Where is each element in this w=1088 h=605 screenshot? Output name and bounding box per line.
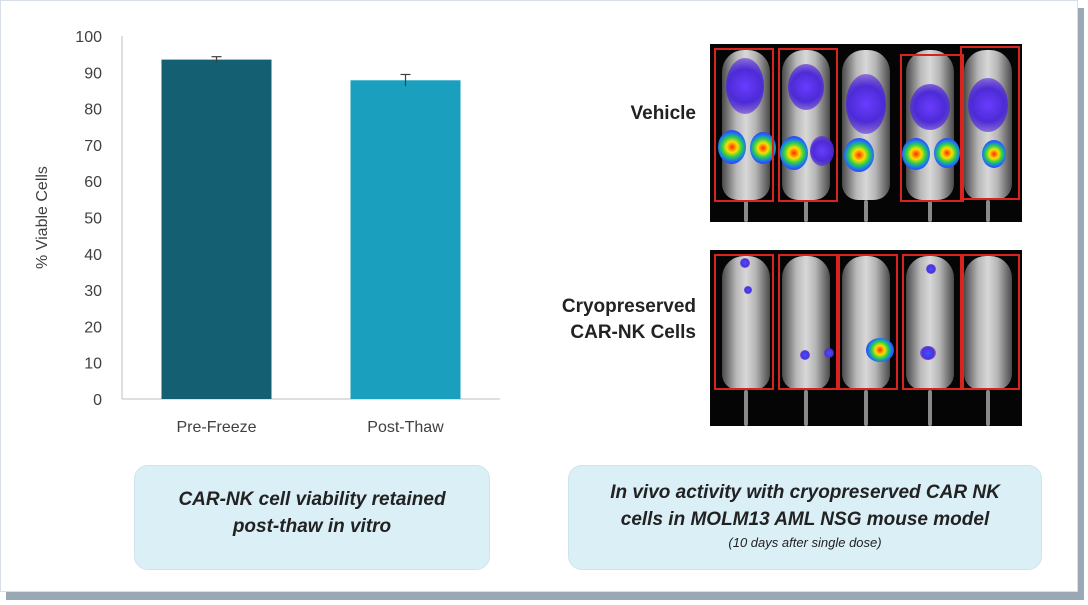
signal-blob (810, 136, 834, 166)
viability-bar-chart: 0 10 20 30 40 50 60 70 80 90 100 Pre-Freeze Post-Tha… (34, 29, 500, 436)
signal-blob (726, 58, 764, 114)
roi-box (902, 254, 962, 390)
roi-box (838, 254, 898, 390)
caption-left-line2: post-thaw in vitro (232, 516, 392, 537)
x-tick-label: Pre-Freeze (176, 419, 256, 436)
cryopreserved-mice-image (710, 250, 1022, 426)
roi-box (960, 46, 1020, 200)
y-tick-label: 10 (84, 356, 102, 373)
tail (864, 390, 868, 426)
tail (804, 200, 808, 222)
signal-blob (824, 348, 834, 358)
bar-pre-freeze (161, 59, 272, 399)
y-tick-label: 90 (84, 65, 102, 82)
tail (928, 200, 932, 222)
tail (804, 390, 808, 426)
cryo-mouse-5 (964, 256, 1012, 390)
caption-right-sub: (10 days after single dose) (728, 535, 882, 550)
signal-blob (788, 64, 824, 110)
signal-blob (780, 136, 808, 170)
viability-caption-box: CAR-NK cell viability retained post-thaw… (134, 465, 490, 570)
signal-blob (866, 338, 894, 362)
signal-blob (844, 138, 874, 172)
y-tick-label: 50 (84, 211, 102, 228)
tail (986, 390, 990, 426)
roi-box (962, 254, 1020, 390)
roi-box (900, 54, 964, 202)
cryo-mouse-2 (782, 256, 830, 390)
roi-box (714, 48, 774, 202)
signal-blob (934, 138, 960, 168)
signal-blob (800, 350, 810, 360)
cryo-mouse-4 (906, 256, 954, 390)
y-tick-label: 20 (84, 319, 102, 336)
bar-post-thaw (350, 80, 461, 399)
vehicle-label: Vehicle (630, 103, 697, 124)
cryopreserved-label-line2: CAR-NK Cells (570, 322, 696, 343)
tail (928, 390, 932, 426)
cryo-mouse-1 (722, 256, 770, 390)
y-axis-label: % Viable Cells (34, 166, 51, 269)
cryopreserved-label-line1: Cryopreserved (561, 296, 696, 317)
y-tick-label: 80 (84, 102, 102, 119)
tail (744, 390, 748, 426)
y-tick-label: 0 (93, 392, 102, 409)
in-vivo-caption-box: In vivo activity with cryopreserved CAR … (568, 465, 1042, 570)
roi-box (714, 254, 774, 390)
signal-blob (718, 130, 746, 164)
y-tick-label: 100 (75, 29, 102, 46)
tail (986, 200, 990, 222)
y-tick-label: 40 (84, 247, 102, 264)
signal-blob (740, 258, 750, 268)
y-tick-label: 60 (84, 174, 102, 191)
x-tick-label: Post-Thaw (367, 419, 444, 436)
y-tick-label: 70 (84, 138, 102, 155)
signal-blob (846, 74, 886, 134)
signal-blob (920, 346, 936, 360)
signal-blob (744, 286, 752, 294)
caption-right-line1: In vivo activity with cryopreserved CAR … (610, 482, 1000, 503)
tail (864, 200, 868, 222)
cryopreserved-label: Cryopreserved CAR-NK Cells (520, 294, 696, 346)
caption-right-line2: cells in MOLM13 AML NSG mouse model (620, 509, 990, 530)
y-tick-label: 30 (84, 283, 102, 300)
signal-blob (910, 84, 950, 130)
roi-box (778, 48, 838, 202)
cryo-mouse-3 (842, 256, 890, 390)
signal-blob (968, 78, 1008, 132)
signal-blob (750, 132, 776, 164)
signal-blob (926, 264, 936, 274)
signal-blob (982, 140, 1006, 168)
roi-box (778, 254, 838, 390)
tail (744, 200, 748, 222)
caption-left-line1: CAR-NK cell viability retained (178, 489, 446, 510)
signal-blob (902, 138, 930, 170)
vehicle-mice-image (710, 44, 1022, 222)
